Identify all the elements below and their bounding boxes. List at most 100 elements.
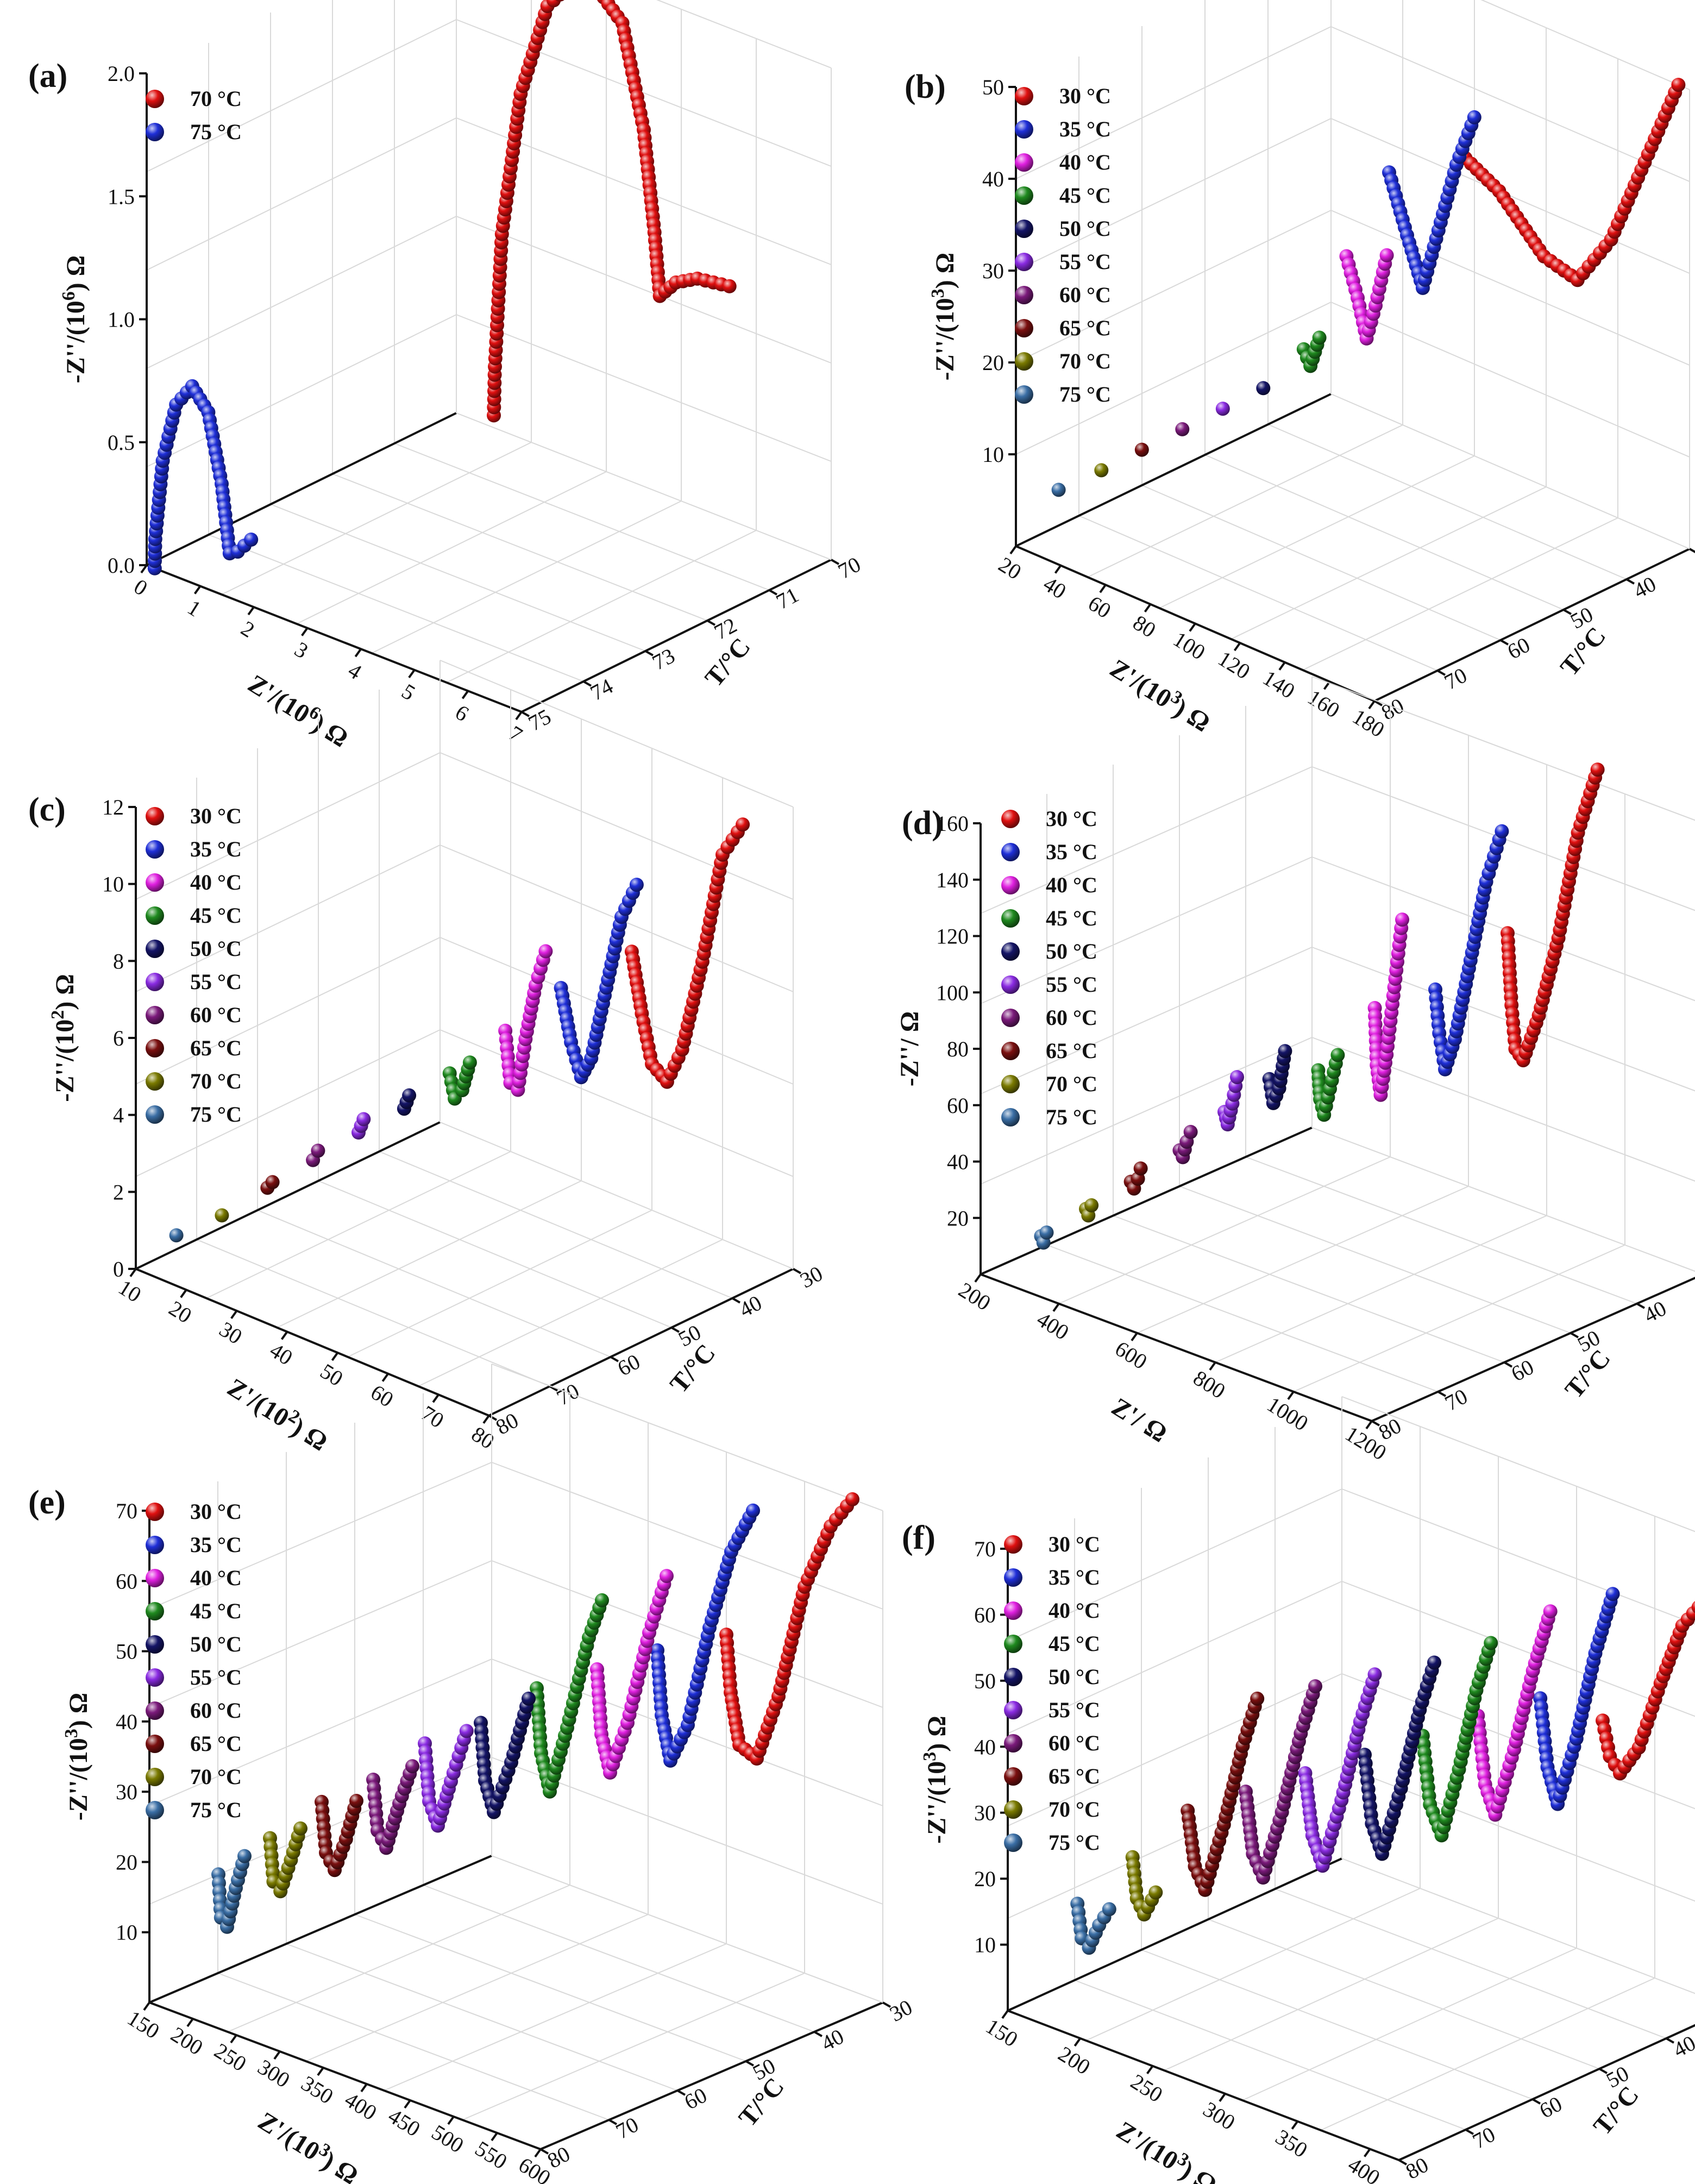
gridline bbox=[371, 500, 682, 654]
legend-label: 45 °C bbox=[190, 1599, 242, 1623]
gridline bbox=[146, 314, 457, 467]
x-tick bbox=[974, 1273, 982, 1283]
ylabel-tail: ) Ω bbox=[922, 1716, 951, 1751]
x-tick-label: 20 bbox=[994, 552, 1026, 584]
data-point bbox=[1671, 78, 1686, 92]
t-tick bbox=[769, 589, 777, 596]
axis-edge bbox=[440, 1122, 794, 1269]
legend-label: 65 °C bbox=[1046, 1038, 1097, 1063]
y-tick-label: 6 bbox=[113, 1026, 124, 1050]
gridline bbox=[332, 473, 708, 621]
t-tick bbox=[745, 2060, 754, 2067]
ylabel-tail: ) Ω bbox=[61, 255, 90, 291]
gridline bbox=[456, 216, 832, 364]
series-75C bbox=[1070, 1897, 1116, 1955]
y-tick-label: 1.5 bbox=[108, 184, 135, 209]
series-35C bbox=[1533, 1587, 1620, 1811]
series-45C bbox=[1311, 1048, 1345, 1122]
legend-marker bbox=[1001, 843, 1020, 861]
t-tick bbox=[1371, 1420, 1380, 1426]
y-tick-label: 140 bbox=[936, 868, 969, 892]
gridline bbox=[146, 19, 457, 172]
gridline bbox=[1293, 1244, 1625, 1392]
gridline bbox=[1341, 1488, 1695, 1625]
legend-label: 70 °C bbox=[1046, 1072, 1097, 1096]
legend-label: 40 °C bbox=[1059, 150, 1111, 174]
data-point bbox=[555, 0, 564, 2]
y-tick-label: 0 bbox=[113, 1257, 124, 1281]
ylabel-sup: 2 bbox=[48, 1010, 68, 1019]
x-tick bbox=[1219, 2093, 1226, 2102]
data-point bbox=[349, 1794, 363, 1808]
legend-label: 70 °C bbox=[190, 86, 242, 111]
series-30C bbox=[1501, 762, 1605, 1068]
gridline bbox=[394, 443, 770, 591]
gridline bbox=[1341, 1673, 1695, 1810]
x-tick bbox=[180, 1289, 187, 1298]
series-60C bbox=[366, 1759, 419, 1855]
gridline bbox=[980, 856, 1313, 1004]
t-axis-label: T/°C bbox=[733, 2073, 789, 2132]
x-tick-label: 60 bbox=[1084, 591, 1115, 623]
x-tick-label: 160 bbox=[1303, 685, 1344, 723]
legend-marker bbox=[146, 1768, 164, 1786]
series-50C bbox=[1358, 1655, 1441, 1861]
y-tick-label: 40 bbox=[947, 1150, 969, 1174]
y-tick-label: 10 bbox=[974, 1933, 996, 1957]
x-tick bbox=[1368, 700, 1376, 710]
gridline bbox=[1074, 1980, 1466, 2130]
data-point bbox=[1367, 1667, 1382, 1682]
data-point bbox=[402, 1088, 417, 1103]
x-tick bbox=[1278, 661, 1286, 671]
legend-label: 55 °C bbox=[1059, 249, 1111, 274]
legend-marker bbox=[1001, 1075, 1020, 1093]
gridline bbox=[1007, 1673, 1342, 1826]
gridline bbox=[440, 752, 794, 900]
x-tick-label: 80 bbox=[467, 1422, 499, 1454]
data-point bbox=[1175, 422, 1190, 436]
x-tick bbox=[1131, 1332, 1138, 1342]
panel-a: 0.00.51.01.52.001234567707172737475-Z''/… bbox=[28, 0, 865, 753]
gridline bbox=[1164, 1918, 1499, 2071]
axis-edge bbox=[1015, 393, 1332, 547]
legend-marker bbox=[1015, 319, 1033, 337]
x-tick bbox=[331, 1352, 339, 1361]
legend-marker bbox=[1001, 876, 1020, 894]
x-tick-label: 200 bbox=[955, 1278, 995, 1316]
legend-marker bbox=[1004, 1668, 1022, 1686]
x-axis-label: Z'/(103) Ω bbox=[1112, 2113, 1223, 2184]
legend-label: 65 °C bbox=[190, 1731, 242, 1756]
data-point bbox=[1590, 762, 1605, 777]
y-axis-label: -Z''/(103) Ω bbox=[928, 253, 959, 380]
x-axis-label: Z'/(103) Ω bbox=[253, 2104, 365, 2184]
axis-edge bbox=[146, 412, 457, 566]
xlabel-main: Z'/(10 bbox=[1105, 654, 1177, 714]
x-tick bbox=[1074, 2037, 1081, 2047]
y-tick-label: 30 bbox=[982, 259, 1004, 283]
t-tick bbox=[610, 1356, 619, 1362]
legend-marker bbox=[146, 1536, 164, 1554]
t-tick bbox=[1570, 1332, 1579, 1338]
legend-label: 75 °C bbox=[1049, 1830, 1100, 1855]
gridline bbox=[1141, 1949, 1533, 2100]
t-tick-label: 30 bbox=[1692, 541, 1695, 573]
series-45C bbox=[1296, 330, 1327, 373]
x-tick bbox=[129, 1268, 137, 1278]
t-tick bbox=[521, 711, 530, 717]
legend-label: 60 °C bbox=[190, 1698, 242, 1723]
series-60C bbox=[1172, 1125, 1198, 1165]
legend-label: 35 °C bbox=[1049, 1565, 1100, 1589]
legend-label: 75 °C bbox=[190, 120, 242, 144]
y-tick-label: 12 bbox=[102, 795, 124, 819]
ylabel-sup: 6 bbox=[59, 291, 79, 301]
y-tick-label: 30 bbox=[116, 1780, 137, 1804]
y-tick-label: 0.5 bbox=[108, 430, 135, 455]
x-tick bbox=[1233, 642, 1241, 652]
legend-marker bbox=[1015, 253, 1033, 271]
axis-edge bbox=[149, 1855, 492, 2004]
axis-edge bbox=[1311, 1127, 1695, 1272]
legend-marker bbox=[1015, 352, 1033, 371]
x-tick-label: 40 bbox=[266, 1338, 297, 1370]
x-axis-label: Z'/ Ω bbox=[1107, 1392, 1172, 1448]
